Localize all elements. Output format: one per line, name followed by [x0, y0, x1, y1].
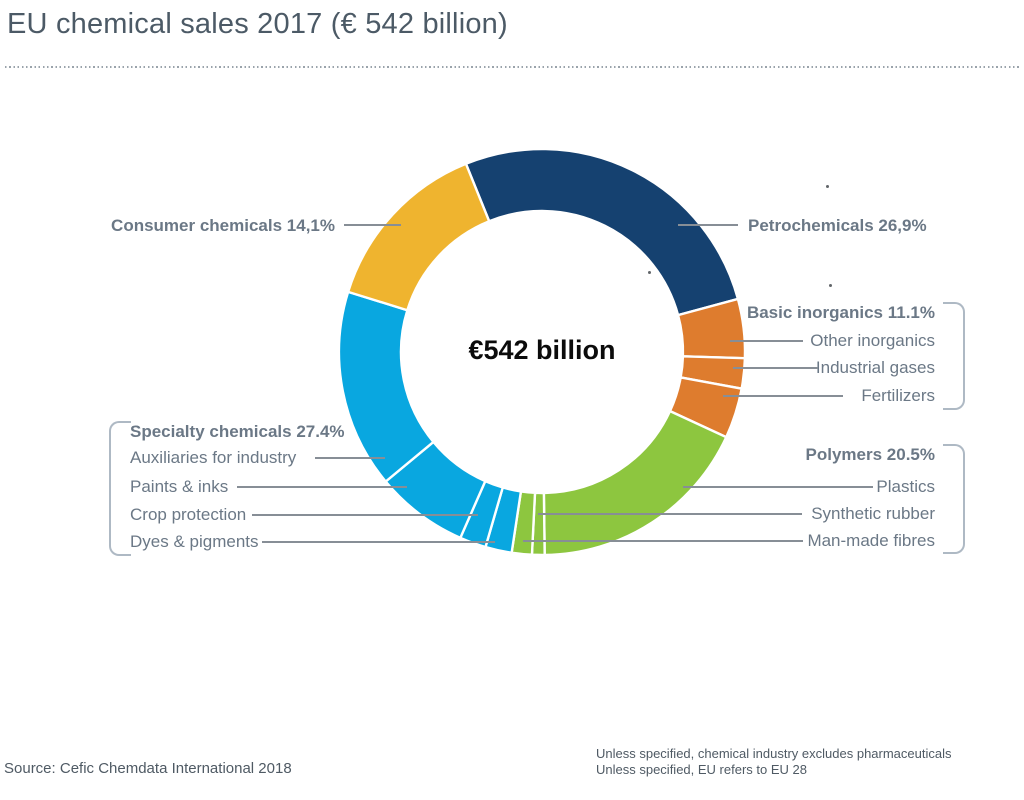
speck-dot: [648, 271, 651, 274]
label-basic-inorganics-header: Basic inorganics 11.1%: [746, 303, 935, 322]
footnote-line-1: Unless specified, chemical industry excl…: [596, 746, 952, 761]
leader-line-industrial-gases: [733, 367, 818, 369]
speck-dot: [829, 284, 832, 287]
bracket-basic-inorganics: [943, 302, 965, 410]
label-paints-inks: Paints & inks: [130, 477, 229, 496]
leader-line-other-inorganics: [730, 340, 803, 342]
label-polymers-header: Polymers 20.5%: [805, 445, 935, 464]
leader-line-petrochemicals: [678, 224, 738, 226]
leader-line-fertilizers: [723, 395, 843, 397]
label-fertilizers: Fertilizers: [861, 386, 935, 405]
donut-segment: [542, 409, 728, 557]
donut-svg: [337, 147, 747, 557]
label-crop-protection: Crop protection: [130, 505, 247, 524]
speck-dot: [826, 185, 829, 188]
label-man-made-fibres: Man-made fibres: [807, 531, 935, 550]
leader-line-synthetic-rubber: [538, 513, 802, 515]
label-petrochemicals: Petrochemicals 26,9%: [748, 216, 927, 235]
donut-segment: [337, 290, 436, 484]
label-auxiliaries: Auxiliaries for industry: [130, 448, 297, 467]
leader-line-plastics: [683, 486, 873, 488]
donut-center-value: €542 billion: [468, 335, 616, 365]
leader-line-auxiliaries: [315, 457, 385, 459]
label-industrial-gases: Industrial gases: [815, 358, 935, 377]
label-dyes-pigments: Dyes & pigments: [130, 532, 259, 551]
label-specialty-header: Specialty chemicals 27.4%: [130, 422, 345, 441]
label-plastics: Plastics: [876, 477, 935, 496]
footnote-line-2: Unless specified, EU refers to EU 28: [596, 762, 807, 777]
donut-segment: [346, 162, 491, 312]
donut-chart: [330, 140, 754, 564]
source-text: Source: Cefic Chemdata International 201…: [4, 760, 292, 777]
dotted-divider: [5, 66, 1020, 68]
label-synthetic-rubber: Synthetic rubber: [811, 504, 935, 523]
leader-line-man-made-fibres: [523, 540, 803, 542]
leader-line-crop-protection: [252, 514, 478, 516]
leader-line-consumer-chemicals: [344, 224, 401, 226]
leader-line-dyes-pigments: [262, 541, 495, 543]
label-consumer-chemicals: Consumer chemicals 14,1%: [111, 216, 335, 235]
bracket-specialty: [109, 421, 131, 556]
donut-segment: [464, 147, 740, 317]
leader-line-paints-inks: [237, 486, 407, 488]
bracket-polymers: [943, 444, 965, 554]
label-other-inorganics: Other inorganics: [810, 331, 935, 350]
page-title: EU chemical sales 2017 (€ 542 billion): [7, 8, 508, 40]
